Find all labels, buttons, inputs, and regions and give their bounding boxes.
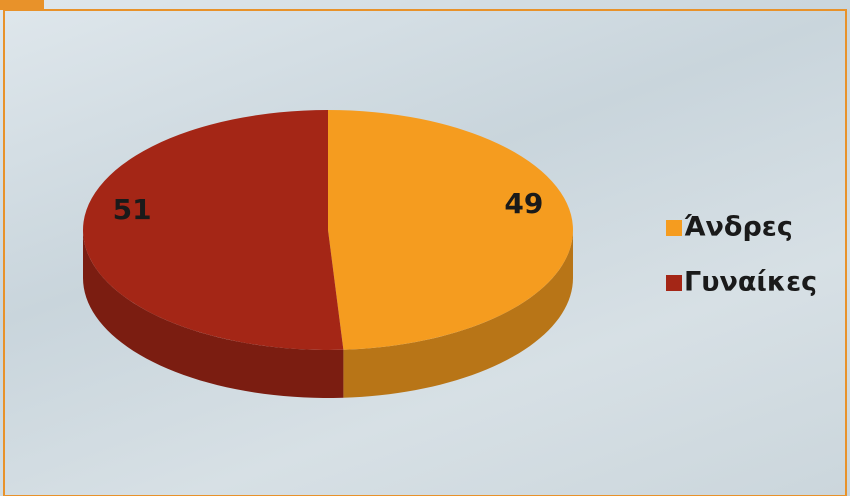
- data-label: 51: [113, 193, 152, 226]
- pie-slice: [328, 110, 573, 398]
- slide: 49 51 Άνδρες Γυναίκες: [0, 0, 850, 496]
- chart: 49 51 Άνδρες Γυναίκες: [0, 0, 850, 496]
- legend-swatch: [666, 220, 682, 236]
- legend-swatch: [666, 275, 682, 291]
- pie-slice: [83, 110, 343, 398]
- legend-label: Άνδρες: [684, 212, 793, 243]
- legend-label: Γυναίκες: [684, 267, 817, 298]
- corner-tab: [0, 0, 44, 10]
- data-label: 49: [504, 187, 543, 220]
